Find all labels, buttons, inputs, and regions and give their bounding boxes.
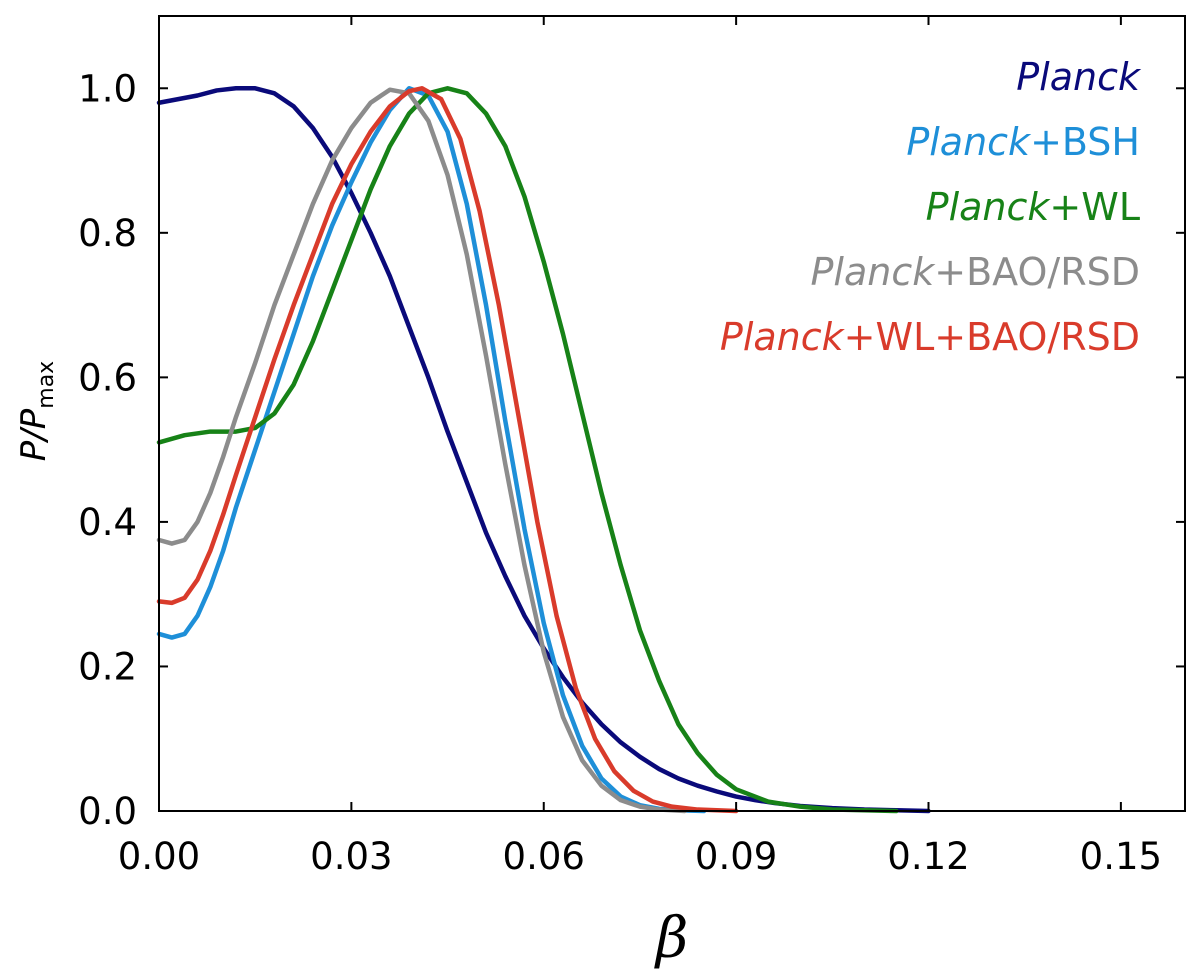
legend-entry-3-part-0: Planck bbox=[811, 250, 937, 294]
legend-entry-0-part-0: Planck bbox=[1016, 55, 1142, 99]
y-tick-label-1: 0.2 bbox=[78, 645, 137, 688]
legend-entry-3-part-1: +BAO/RSD bbox=[934, 250, 1140, 294]
series-line-0 bbox=[156, 86, 931, 814]
series-line-3 bbox=[156, 87, 688, 814]
y-tick-label-5: 1.0 bbox=[78, 67, 137, 110]
legend-entry-0: Planck bbox=[1016, 55, 1142, 99]
legend-entry-4-part-1: +WL+BAO/RSD bbox=[844, 315, 1140, 359]
x-tick-label-2: 0.06 bbox=[503, 835, 585, 878]
y-tick-label-0: 0.0 bbox=[78, 790, 137, 833]
x-tick-label-0: 0.00 bbox=[118, 835, 200, 878]
legend-entry-2: Planck+WL bbox=[926, 185, 1140, 229]
x-tick-label-3: 0.09 bbox=[695, 835, 777, 878]
y-axis-title: P/Pmax bbox=[14, 361, 59, 461]
series-line-1 bbox=[156, 86, 707, 814]
x-axis-title: β bbox=[654, 906, 688, 971]
y-tick-label-4: 0.8 bbox=[78, 212, 137, 255]
legend-entry-1: Planck+BSH bbox=[906, 120, 1140, 164]
y-axis-title-sub: max bbox=[34, 361, 59, 409]
y-tick-label-2: 0.4 bbox=[78, 501, 137, 544]
series-line-2 bbox=[156, 86, 899, 814]
series-layer bbox=[156, 86, 931, 814]
legend-entry-3: Planck+BAO/RSD bbox=[811, 250, 1140, 294]
legend-entry-1-part-0: Planck bbox=[906, 120, 1032, 164]
legend-entry-1-part-1: +BSH bbox=[1030, 120, 1140, 164]
series-line-4 bbox=[156, 86, 739, 814]
y-tick-label-3: 0.6 bbox=[78, 356, 137, 399]
x-tick-label-1: 0.03 bbox=[310, 835, 392, 878]
legend-entry-4: Planck+WL+BAO/RSD bbox=[720, 315, 1140, 359]
plot-frame bbox=[158, 15, 1186, 812]
y-axis-title-main: P/P bbox=[14, 408, 54, 461]
x-tick-label-4: 0.12 bbox=[887, 835, 969, 878]
x-tick-label-5: 0.15 bbox=[1080, 835, 1162, 878]
ticks-layer bbox=[158, 16, 1185, 812]
tick-labels-layer: 0.00 0.03 0.06 0.09 0.12 0.15 0.0 0.2 0.4 0.6 0.8 1… bbox=[78, 67, 1162, 878]
legend-entry-2-part-0: Planck bbox=[926, 185, 1052, 229]
legend-entry-4-part-0: Planck bbox=[720, 315, 846, 359]
legend-entry-2-part-1: +WL bbox=[1049, 185, 1140, 229]
legend: PlanckPlanck+BSHPlanck+WLPlanck+BAO/RSDP… bbox=[720, 55, 1142, 359]
